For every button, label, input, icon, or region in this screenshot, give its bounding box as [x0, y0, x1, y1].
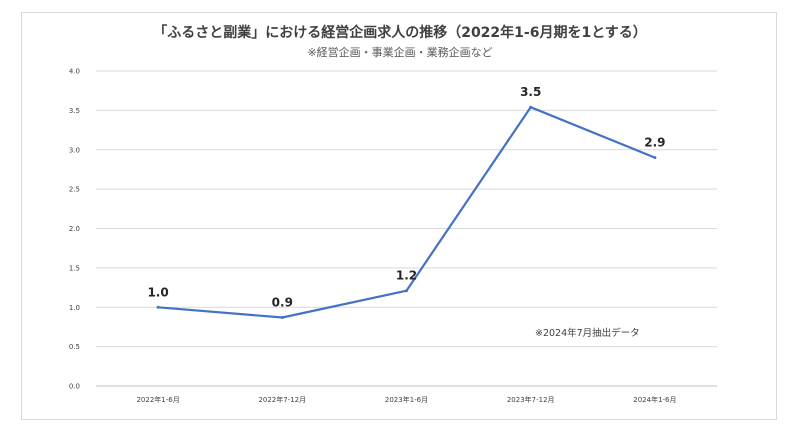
y-tick-label: 0.5: [69, 343, 80, 351]
y-tick-label: 3.5: [69, 107, 80, 115]
data-label: 3.5: [520, 85, 541, 99]
y-tick-label: 2.0: [69, 225, 80, 233]
y-tick-label: 4.0: [69, 68, 80, 76]
x-tick-label: 2023年7-12月: [507, 395, 555, 404]
data-label: 1.0: [147, 285, 168, 299]
data-point: [653, 156, 657, 160]
series-line: [158, 106, 656, 319]
data-point: [156, 305, 160, 309]
x-tick-label: 2024年1-6月: [633, 395, 676, 404]
chart-subtitle: ※経営企画・事業企画・業務企画など: [307, 46, 493, 59]
data-point: [529, 105, 533, 109]
data-point: [405, 289, 408, 293]
y-tick-label: 1.0: [69, 304, 80, 312]
data-point: [280, 315, 284, 319]
y-tick-label: 1.5: [69, 264, 80, 272]
data-label: 2.9: [644, 136, 665, 150]
line-chart: 0.0 0.5 1.0 1.5 2.0 2.5 3.0 3.5 4.0 2022年1-6月 2022…: [69, 68, 717, 404]
y-tick-label: 3.0: [69, 146, 80, 154]
x-tick-label: 2022年1-6月: [136, 395, 179, 404]
y-tick-label: 2.5: [69, 186, 80, 194]
data-label: 0.9: [272, 295, 293, 309]
x-tick-label: 2022年7-12月: [258, 395, 306, 404]
x-tick-label: 2023年1-6月: [385, 395, 428, 404]
chart-frame: 「ふるさと副業」における経営企画求人の推移（2022年1-6月期を1とする） ※…: [21, 12, 777, 420]
data-label: 1.2: [396, 269, 417, 283]
chart-title: 「ふるさと副業」における経営企画求人の推移（2022年1-6月期を1とする）: [153, 25, 647, 41]
data-source-note: ※2024年7月抽出データ: [535, 327, 640, 339]
y-tick-label: 0.0: [69, 383, 80, 391]
